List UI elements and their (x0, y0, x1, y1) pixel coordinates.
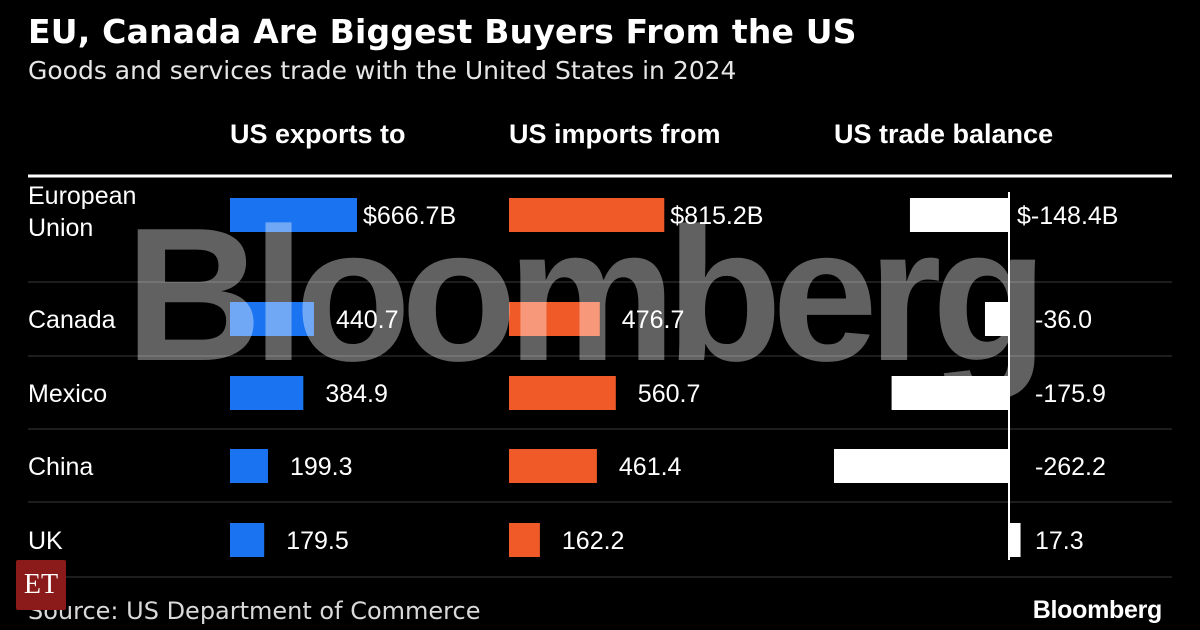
column-header-balance: US trade balance (834, 119, 1054, 149)
export-bar (230, 523, 265, 557)
category-label: Union (28, 214, 93, 242)
import-bar (509, 449, 597, 483)
balance-bar (984, 302, 1009, 336)
export-bar (230, 302, 314, 336)
export-bar (230, 449, 268, 483)
bloomberg-logo: Bloomberg (1032, 596, 1163, 624)
column-header-imports: US imports from (509, 119, 721, 149)
import-bar (509, 198, 665, 232)
balance-value-label: -262.2 (1035, 453, 1106, 481)
balance-bar (909, 198, 1009, 232)
source-note: Source: US Department of Commerce (28, 597, 481, 625)
import-value-label: 461.4 (619, 453, 682, 481)
import-bar (509, 302, 600, 336)
chart-subtitle: Goods and services trade with the United… (28, 56, 737, 85)
category-label: Mexico (28, 380, 107, 408)
balance-bar (1009, 523, 1021, 557)
balance-value-label: -175.9 (1035, 380, 1106, 408)
category-label: China (28, 453, 93, 481)
balance-value-label: $-148.4B (1017, 202, 1118, 230)
import-value-label: 560.7 (638, 380, 701, 408)
category-label: Canada (28, 306, 116, 334)
export-value-label: 179.5 (286, 527, 349, 555)
column-header-exports: US exports to (230, 119, 406, 149)
category-label: UK (28, 527, 63, 555)
export-value-label: 199.3 (290, 453, 353, 481)
balance-value-label: 17.3 (1035, 527, 1084, 555)
import-value-label: 476.7 (622, 306, 685, 334)
chart-title: EU, Canada Are Biggest Buyers From the U… (28, 12, 857, 51)
et-logo-icon: ET (16, 560, 66, 610)
export-bar (230, 198, 357, 232)
import-value-label: $815.2B (670, 202, 763, 230)
import-value-label: 162.2 (562, 527, 625, 555)
balance-bar (891, 376, 1009, 410)
import-bar (509, 376, 616, 410)
export-value-label: 384.9 (325, 380, 388, 408)
import-bar (509, 523, 540, 557)
balance-value-label: -36.0 (1035, 306, 1092, 334)
export-value-label: 440.7 (336, 306, 399, 334)
export-bar (230, 376, 304, 410)
category-label: European (28, 182, 136, 210)
balance-bar (834, 449, 1009, 483)
export-value-label: $666.7B (363, 202, 456, 230)
